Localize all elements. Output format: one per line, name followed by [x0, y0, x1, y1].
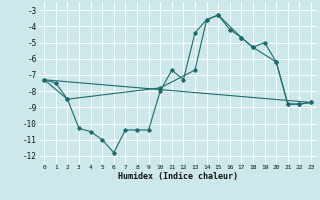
X-axis label: Humidex (Indice chaleur): Humidex (Indice chaleur)	[118, 172, 238, 181]
